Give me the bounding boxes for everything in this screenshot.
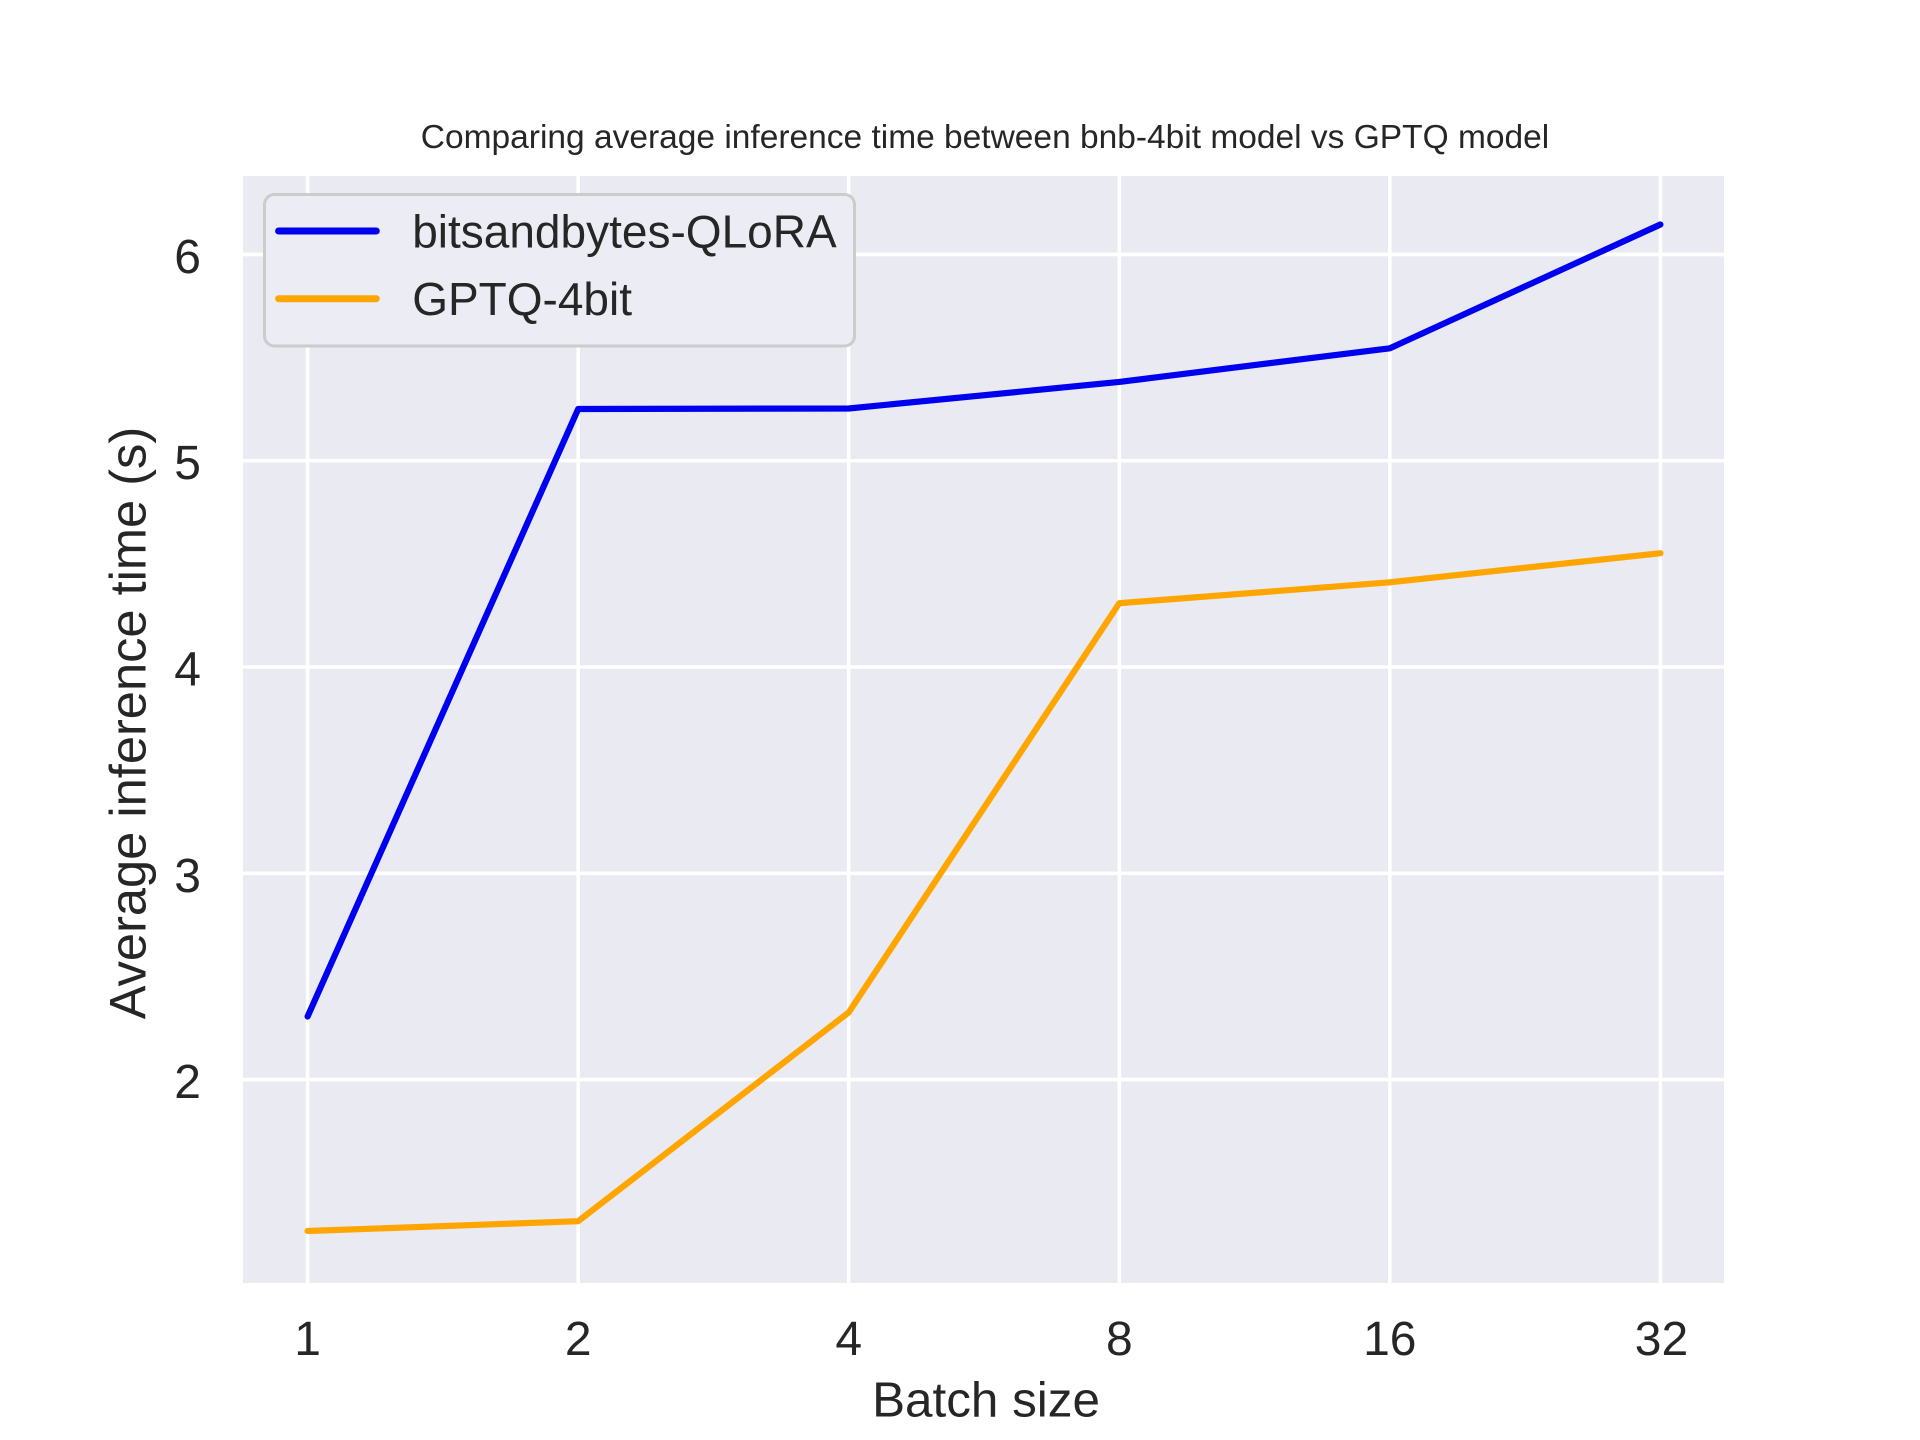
- svg-text:Average inference time (s): Average inference time (s): [100, 427, 157, 1019]
- svg-text:32: 32: [1635, 1313, 1688, 1366]
- svg-text:bitsandbytes-QLoRA: bitsandbytes-QLoRA: [412, 205, 837, 257]
- svg-text:4: 4: [835, 1313, 862, 1366]
- svg-text:1: 1: [294, 1313, 321, 1366]
- svg-text:6: 6: [174, 231, 201, 284]
- svg-text:2: 2: [174, 1056, 201, 1109]
- svg-text:3: 3: [174, 850, 201, 903]
- svg-text:GPTQ-4bit: GPTQ-4bit: [412, 273, 632, 325]
- svg-text:Batch size: Batch size: [872, 1372, 1100, 1427]
- svg-text:4: 4: [174, 644, 201, 697]
- svg-text:8: 8: [1106, 1313, 1133, 1366]
- svg-text:5: 5: [174, 437, 201, 490]
- svg-text:2: 2: [565, 1313, 592, 1366]
- svg-text:Comparing average inference ti: Comparing average inference time between…: [421, 119, 1549, 156]
- svg-text:16: 16: [1363, 1313, 1416, 1366]
